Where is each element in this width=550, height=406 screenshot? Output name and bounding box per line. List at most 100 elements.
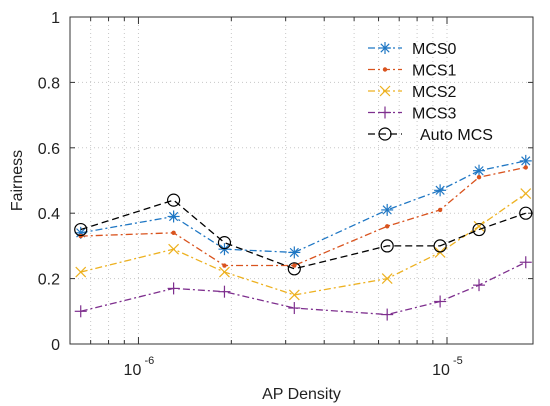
marker-dot bbox=[222, 263, 227, 268]
data-point bbox=[288, 246, 301, 259]
marker-stroke bbox=[474, 166, 484, 176]
y-tick-label: 0.6 bbox=[38, 141, 60, 158]
data-point bbox=[523, 165, 528, 170]
marker-stroke bbox=[380, 43, 390, 53]
marker-stroke bbox=[435, 185, 445, 195]
marker-dot bbox=[292, 263, 297, 268]
x-tick-exponent: -6 bbox=[144, 355, 154, 367]
series-line bbox=[80, 160, 526, 254]
data-point bbox=[473, 279, 486, 292]
data-point bbox=[171, 230, 176, 236]
marker-circle bbox=[472, 222, 486, 237]
legend-marker bbox=[382, 67, 388, 72]
data-point bbox=[473, 220, 485, 232]
series-line bbox=[80, 261, 527, 316]
data-point bbox=[75, 266, 87, 278]
plot-frame bbox=[69, 16, 534, 345]
marker-stroke bbox=[76, 228, 86, 238]
series-line bbox=[80, 199, 526, 270]
data-point bbox=[167, 210, 180, 223]
legend-item: MCS2 bbox=[368, 84, 457, 101]
data-point bbox=[288, 289, 300, 301]
x-tick-label: 10 bbox=[432, 362, 450, 379]
axes bbox=[69, 16, 534, 345]
marker-stroke bbox=[288, 289, 300, 301]
marker-circle bbox=[167, 193, 181, 207]
legend-marker bbox=[379, 42, 391, 54]
y-axis-label: Fairness bbox=[9, 150, 26, 211]
data-point bbox=[434, 184, 447, 197]
marker-dot bbox=[384, 224, 390, 229]
data-point bbox=[287, 262, 301, 276]
marker-circle bbox=[519, 206, 533, 220]
legend-marker bbox=[379, 106, 391, 119]
data-point bbox=[381, 203, 394, 216]
data-point bbox=[433, 239, 447, 253]
x-axis-label: AP Density bbox=[262, 386, 341, 403]
data-point bbox=[519, 256, 532, 269]
marker-circle bbox=[287, 262, 301, 276]
series-mcs0 bbox=[74, 154, 532, 259]
data-point bbox=[473, 164, 486, 177]
marker-stroke bbox=[521, 156, 531, 166]
legend-marker bbox=[378, 127, 392, 141]
legend-label: MCS1 bbox=[412, 63, 457, 80]
series-line bbox=[80, 166, 526, 267]
data-point bbox=[167, 193, 181, 207]
legend-item: MCS1 bbox=[368, 63, 457, 80]
data-point bbox=[292, 263, 297, 268]
series-mcs1 bbox=[78, 165, 528, 268]
marker-stroke bbox=[473, 220, 485, 232]
legend: MCS0 MCS1 MCS2 MCS3 Auto MCS bbox=[368, 41, 493, 144]
data-point bbox=[520, 188, 532, 200]
series-mcs3 bbox=[74, 256, 532, 321]
marker-stroke bbox=[75, 266, 87, 278]
marker-circle bbox=[74, 222, 88, 237]
data-point bbox=[74, 305, 87, 318]
legend-label: Auto MCS bbox=[420, 127, 493, 144]
marker-circle bbox=[378, 127, 392, 141]
data-point bbox=[288, 302, 301, 315]
y-tick-label: 0.4 bbox=[38, 206, 60, 223]
series-group bbox=[74, 154, 533, 321]
data-point bbox=[167, 282, 180, 295]
data-point bbox=[519, 206, 533, 220]
grid-lines bbox=[69, 16, 533, 345]
series-auto-mcs bbox=[74, 193, 533, 276]
data-point bbox=[218, 285, 231, 298]
marker-dot bbox=[476, 175, 482, 180]
data-point bbox=[381, 308, 394, 321]
y-tick-label: 0.8 bbox=[38, 75, 60, 92]
data-point bbox=[434, 295, 447, 308]
marker-dot bbox=[523, 165, 528, 170]
x-tick-exponent: -5 bbox=[453, 355, 463, 367]
data-point bbox=[380, 239, 394, 253]
data-point bbox=[437, 207, 443, 213]
legend-label: MCS2 bbox=[412, 84, 457, 101]
data-point bbox=[74, 222, 88, 237]
marker-circle bbox=[217, 236, 232, 250]
marker-stroke bbox=[168, 243, 180, 255]
data-point bbox=[476, 175, 482, 180]
data-point bbox=[519, 154, 532, 167]
legend-item: MCS3 bbox=[368, 106, 457, 123]
x-tick-label: 10 bbox=[124, 362, 142, 379]
data-point bbox=[384, 224, 390, 229]
marker-stroke bbox=[289, 247, 299, 258]
marker-stroke bbox=[379, 85, 391, 97]
marker-stroke bbox=[382, 205, 392, 215]
y-tick-label: 0 bbox=[51, 337, 60, 354]
series-mcs2 bbox=[75, 188, 532, 301]
data-point bbox=[222, 263, 227, 268]
y-tick-label: 0.2 bbox=[38, 272, 60, 289]
legend-item: Auto MCS bbox=[368, 127, 493, 144]
data-point bbox=[168, 243, 180, 255]
legend-label: MCS3 bbox=[412, 106, 457, 123]
marker-dot bbox=[382, 67, 388, 72]
marker-stroke bbox=[520, 188, 532, 200]
marker-stroke bbox=[168, 211, 179, 222]
marker-dot bbox=[437, 207, 443, 213]
data-point bbox=[217, 236, 232, 250]
